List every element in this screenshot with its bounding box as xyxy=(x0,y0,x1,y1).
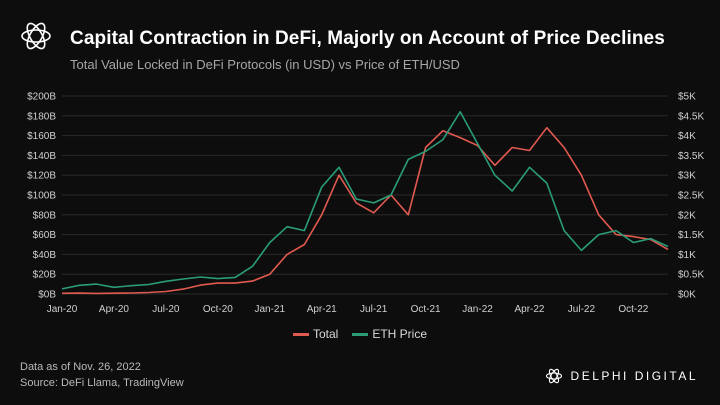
chart-area: $0B $0K $20B $0.5K $40B $1K $60B $1.5K $80B $2K $1… xyxy=(0,84,720,354)
y-left-tick-label: $140B xyxy=(27,151,56,162)
y-right-tick-label: $3K xyxy=(678,171,696,182)
data-date-note: Data as of Nov. 26, 2022 xyxy=(20,361,141,373)
x-tick-label: Apr-22 xyxy=(514,304,544,315)
legend-item-total: Total xyxy=(292,327,339,341)
y-right-tick-label: $1.5K xyxy=(678,230,704,241)
y-right-tick-label: $3.5K xyxy=(678,151,704,162)
legend-swatch-eth xyxy=(352,332,369,336)
y-left-tick-label: $0B xyxy=(38,290,56,301)
y-left-tick-label: $20B xyxy=(33,270,57,281)
series-line-eth-price xyxy=(61,111,669,290)
y-right-tick-label: $1K xyxy=(678,250,696,261)
y-left-tick-label: $180B xyxy=(27,111,56,122)
brand: DELPHI DIGITAL xyxy=(545,367,698,385)
x-tick-label: Apr-20 xyxy=(99,304,129,315)
legend-label-total: Total xyxy=(312,327,339,341)
chart-subtitle: Total Value Locked in DeFi Protocols (in… xyxy=(70,57,460,72)
y-left-tick-label: $40B xyxy=(33,250,57,261)
y-left-tick-label: $160B xyxy=(27,131,56,142)
y-left-tick-label: $120B xyxy=(27,171,56,182)
y-right-tick-label: $0K xyxy=(678,290,696,301)
source-note: Source: DeFi Llama, TradingView xyxy=(20,377,184,389)
x-tick-label: Jan-20 xyxy=(47,304,78,315)
brand-name: DELPHI DIGITAL xyxy=(570,369,698,383)
legend-label-eth: ETH Price xyxy=(372,327,428,341)
footer: Data as of Nov. 26, 2022 Source: DeFi Ll… xyxy=(20,359,184,391)
y-left-tick-label: $80B xyxy=(33,210,57,221)
y-right-tick-label: $2K xyxy=(678,210,696,221)
y-left-tick-label: $200B xyxy=(27,92,56,103)
x-tick-label: Oct-21 xyxy=(411,304,441,315)
y-right-tick-label: $0.5K xyxy=(678,270,704,281)
y-right-tick-label: $4K xyxy=(678,131,696,142)
x-tick-label: Jan-21 xyxy=(254,304,285,315)
delphi-logo-icon xyxy=(21,22,51,50)
chart-svg: $0B $0K $20B $0.5K $40B $1K $60B $1.5K $80B $2K $1… xyxy=(27,92,704,316)
series-line-total xyxy=(61,126,669,295)
header: Capital Contraction in DeFi, Majorly on … xyxy=(18,18,665,72)
legend-item-eth: ETH Price xyxy=(352,327,427,341)
x-tick-label: Apr-21 xyxy=(307,304,337,315)
y-right-tick-label: $5K xyxy=(678,92,696,103)
y-right-tick-label: $4.5K xyxy=(678,111,704,122)
y-left-tick-label: $100B xyxy=(27,191,56,202)
legend-swatch-total xyxy=(292,332,309,336)
y-left-tick-label: $60B xyxy=(33,230,57,241)
x-tick-label: Jul-21 xyxy=(360,304,388,315)
x-tick-label: Jul-22 xyxy=(568,304,596,315)
legend: Total ETH Price xyxy=(0,327,720,341)
chart-title: Capital Contraction in DeFi, Majorly on … xyxy=(70,28,665,49)
x-tick-label: Jan-22 xyxy=(462,304,493,315)
y-right-tick-label: $2.5K xyxy=(678,191,704,202)
x-tick-label: Oct-20 xyxy=(203,304,233,315)
delphi-brand-icon xyxy=(545,368,562,384)
x-tick-label: Jul-20 xyxy=(152,304,180,315)
x-tick-label: Oct-22 xyxy=(618,304,648,315)
